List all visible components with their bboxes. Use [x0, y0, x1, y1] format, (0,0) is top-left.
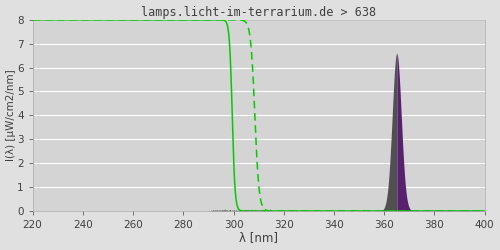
X-axis label: λ [nm]: λ [nm]	[239, 232, 278, 244]
Title: lamps.licht-im-terrarium.de > 638: lamps.licht-im-terrarium.de > 638	[141, 6, 376, 18]
Y-axis label: I(λ) [μW/cm2/nm]: I(λ) [μW/cm2/nm]	[6, 70, 16, 161]
